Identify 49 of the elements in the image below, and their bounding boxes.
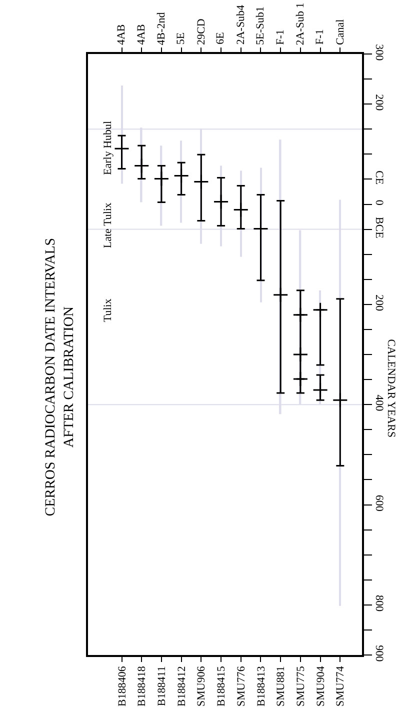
point (272, 287, 288, 303)
x-tick-label: B188418 (136, 666, 148, 706)
x-tick-label: B188413 (255, 666, 268, 706)
y-tick-label: 400 (373, 394, 386, 412)
y-tick-label: 900 (373, 645, 386, 662)
x-tick-label: B188411 (156, 666, 168, 706)
point (213, 194, 229, 210)
text: F-1 (274, 30, 286, 45)
x-tick-label: SMU881 (275, 666, 288, 706)
y-tick-label: BCE (373, 216, 386, 239)
annotation: Early Hubul (102, 120, 114, 175)
point (193, 174, 209, 190)
x-tick-label: B188406 (116, 666, 128, 706)
y-tick-label: 0 (373, 200, 386, 206)
text: 4AB (115, 24, 128, 46)
x-tick-label: SMU774 (334, 666, 347, 706)
text: 6E (214, 32, 227, 44)
y-tick-label: CE (373, 170, 386, 185)
text: 2A-Sub4 (235, 4, 248, 45)
text: Canal (334, 19, 346, 45)
point (134, 158, 150, 174)
y-tick-label: 300 (373, 44, 386, 62)
text: 5E (175, 32, 188, 45)
text: 5E-Sub1 (254, 6, 266, 46)
y-tick-label: 200 (373, 94, 386, 112)
y-tick-label: 200 (373, 294, 386, 312)
point (332, 392, 348, 408)
annotation: Late Tulix (102, 202, 114, 248)
text: 29CD (195, 18, 208, 45)
y-axis-title: CALENDAR YEARS (385, 339, 398, 438)
text: CERROS RADIOCARBON DATE INTERVALS AFTER CALIBRATION (44, 238, 77, 516)
point (154, 170, 170, 186)
point (292, 346, 308, 362)
y-tick-label: 800 (373, 595, 386, 612)
text: 2A-Sub 1 (294, 2, 307, 46)
text: 4AB (135, 24, 148, 45)
y-tick-label: 600 (373, 494, 386, 512)
point (233, 202, 249, 218)
text: F-1 (314, 29, 326, 45)
x-tick-label: SMU906 (196, 666, 208, 706)
text: 4B-2nd (156, 12, 168, 46)
x-tick-label: B188415 (216, 666, 228, 706)
annotation: Tulix (102, 298, 114, 322)
point (252, 221, 268, 237)
point (174, 168, 190, 184)
x-tick-label: SMU776 (235, 666, 248, 706)
x-tick-label: B188412 (176, 666, 188, 706)
x-tick-label: SMU904 (314, 666, 327, 706)
x-tick-label: SMU775 (295, 666, 308, 706)
